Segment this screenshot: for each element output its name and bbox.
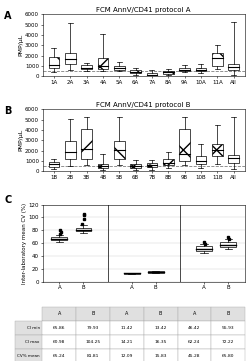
- Bar: [130, 70, 141, 73]
- Bar: [98, 164, 108, 168]
- Bar: [65, 53, 76, 64]
- Text: A: A: [4, 11, 12, 21]
- Bar: [163, 159, 174, 165]
- Bar: [124, 273, 140, 274]
- Bar: [228, 64, 239, 70]
- Title: FCM AnnV/CD41 protocol B: FCM AnnV/CD41 protocol B: [96, 102, 191, 108]
- Bar: [196, 156, 206, 165]
- Bar: [114, 66, 125, 70]
- Y-axis label: Inter-laboratory mean CV (%): Inter-laboratory mean CV (%): [22, 203, 27, 284]
- Bar: [212, 53, 223, 66]
- Text: B: B: [4, 106, 12, 116]
- Bar: [52, 236, 67, 240]
- Y-axis label: PMP/μL: PMP/μL: [19, 129, 24, 151]
- Bar: [196, 68, 206, 71]
- Bar: [81, 129, 92, 159]
- Bar: [179, 68, 190, 71]
- Bar: [98, 58, 108, 69]
- Bar: [114, 141, 125, 159]
- Bar: [179, 129, 190, 161]
- Text: C: C: [4, 195, 11, 205]
- Bar: [228, 155, 239, 163]
- Bar: [196, 246, 212, 251]
- Bar: [220, 242, 236, 247]
- Title: FCM AnnV/CD41 protocol A: FCM AnnV/CD41 protocol A: [96, 6, 191, 13]
- Bar: [48, 57, 59, 68]
- Bar: [212, 144, 223, 156]
- Bar: [48, 162, 59, 166]
- Bar: [163, 71, 174, 74]
- Bar: [146, 164, 157, 167]
- Bar: [76, 228, 92, 231]
- Y-axis label: PMP/μL: PMP/μL: [19, 34, 24, 56]
- Bar: [81, 65, 92, 69]
- Bar: [65, 141, 76, 159]
- Bar: [130, 165, 141, 168]
- Bar: [146, 73, 157, 75]
- Bar: [148, 271, 164, 273]
